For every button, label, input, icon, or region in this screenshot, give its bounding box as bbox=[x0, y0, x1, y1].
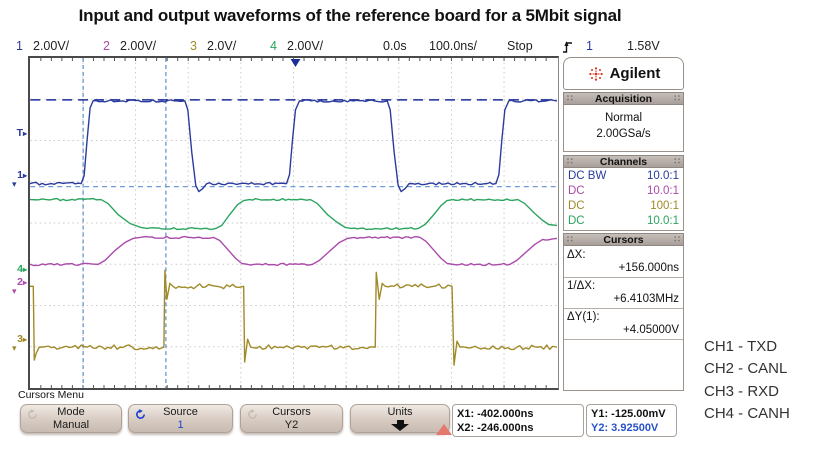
timebase-readout: 100.0ns/ bbox=[429, 39, 477, 53]
ch4-number: 4 bbox=[270, 39, 277, 53]
cursors-section-header[interactable]: ∷ Cursors ∷ bbox=[563, 233, 684, 246]
run-state: Stop bbox=[507, 39, 533, 53]
channel-marker-3: 3▸ bbox=[17, 333, 27, 345]
channel-row-2: DC 10.0:1 bbox=[564, 184, 683, 199]
waveform-display bbox=[28, 56, 559, 390]
ch3-scale: 2.0V/ bbox=[207, 39, 237, 53]
channel-marker-t: T▸ bbox=[16, 127, 27, 139]
acquisition-body: Normal 2.00GSa/s bbox=[563, 105, 684, 152]
ch1-coupling: DC BW bbox=[568, 170, 607, 182]
side-panel: Agilent ∷ Acquisition ∷ Normal 2.00GSa/s… bbox=[563, 57, 684, 391]
ground-arrow-icon: ▾ bbox=[12, 343, 17, 353]
grip-icon: ∷ bbox=[674, 93, 680, 103]
ch4-scale: 2.00V/ bbox=[287, 39, 324, 53]
channel-row-1: DC BW 10.0:1 bbox=[564, 169, 683, 184]
softkey-cursors[interactable]: Cursors Y2 bbox=[240, 404, 343, 433]
softkey-mode[interactable]: Mode Manual bbox=[20, 404, 122, 433]
cursors-body: ΔX: +156.000ns 1/ΔX: +6.4103MHz ΔY(1): +… bbox=[563, 246, 684, 391]
ground-arrow-icon: ▾ bbox=[12, 286, 17, 296]
x1-readout: X1: -402.000ns bbox=[457, 408, 534, 420]
ch3-number: 3 bbox=[190, 39, 197, 53]
sample-rate: 2.00GSa/s bbox=[596, 128, 651, 140]
brand-name: Agilent bbox=[609, 65, 661, 82]
softkey-label: Cursors bbox=[272, 406, 311, 418]
channel-marker-gutter: T▸ 1▸ ▾ 4▸ 2▸ ▾ 3▸ ▾ bbox=[2, 56, 27, 390]
ch2-coupling: DC bbox=[568, 185, 585, 197]
channels-body: DC BW 10.0:1 DC 10.0:1 DC 100:1 DC 10.0:… bbox=[563, 168, 684, 231]
channel-row-4: DC 10.0:1 bbox=[564, 214, 683, 229]
ch1-number: 1 bbox=[16, 39, 23, 53]
softkey-value: Y2 bbox=[284, 419, 299, 431]
cursors-title: Cursors bbox=[603, 233, 644, 246]
acquisition-mode: Normal bbox=[604, 112, 643, 124]
trigger-level: 1.58V bbox=[627, 39, 660, 53]
dx-value: +156.000ns bbox=[618, 262, 679, 274]
channel-row-3: DC 100:1 bbox=[564, 199, 683, 214]
menu-title: Cursors Menu bbox=[18, 389, 84, 401]
softkey-label: Source bbox=[163, 406, 198, 418]
x-cursor-readout: X1: -402.000ns X2: -246.000ns bbox=[452, 404, 584, 437]
grip-icon: ∷ bbox=[567, 156, 573, 166]
softkey-units[interactable]: Units bbox=[350, 404, 450, 433]
channel-marker-1: 1▸ bbox=[17, 169, 27, 181]
knob-icon bbox=[28, 409, 37, 419]
grip-icon: ∷ bbox=[567, 234, 573, 244]
legend-ch3: CH3 - RXD bbox=[704, 383, 780, 400]
warning-triangle-icon bbox=[436, 424, 452, 435]
x2-readout: X2: -246.000ns bbox=[457, 422, 534, 434]
dx-label: ΔX: bbox=[567, 249, 586, 261]
down-arrow-icon bbox=[391, 420, 409, 431]
dy-label: ΔY(1): bbox=[567, 311, 600, 323]
ch3-probe: 100:1 bbox=[650, 200, 679, 212]
page-title: Input and output waveforms of the refere… bbox=[78, 6, 622, 25]
invdx-value: +6.4103MHz bbox=[613, 293, 679, 305]
y1-readout: Y1: -125.00mV bbox=[591, 408, 666, 420]
ground-arrow-icon: ▾ bbox=[12, 179, 17, 189]
legend-ch4: CH4 - CANH bbox=[704, 405, 790, 422]
knob-icon bbox=[136, 409, 145, 419]
ch1-probe: 10.0:1 bbox=[647, 170, 679, 182]
channels-section-header[interactable]: ∷ Channels ∷ bbox=[563, 155, 684, 168]
softkey-label: Units bbox=[387, 406, 413, 418]
legend-ch1: CH1 - TXD bbox=[704, 338, 778, 355]
channels-title: Channels bbox=[599, 155, 648, 168]
ch2-number: 2 bbox=[103, 39, 110, 53]
grip-icon: ∷ bbox=[674, 156, 680, 166]
ch2-probe: 10.0:1 bbox=[647, 185, 679, 197]
channel-marker-2: 2▸ bbox=[17, 276, 27, 288]
waveform-plot bbox=[30, 58, 557, 388]
softkey-source[interactable]: Source 1 bbox=[128, 404, 233, 433]
delay-readout: 0.0s bbox=[383, 39, 407, 53]
acquisition-section-header[interactable]: ∷ Acquisition ∷ bbox=[563, 92, 684, 105]
channel-marker-4: 4▸ bbox=[17, 263, 27, 275]
trigger-edge-icon bbox=[563, 41, 572, 53]
softkey-value: Manual bbox=[52, 419, 90, 431]
grip-icon: ∷ bbox=[674, 234, 680, 244]
ch1-scale: 2.00V/ bbox=[33, 39, 70, 53]
knob-icon bbox=[248, 409, 257, 419]
ch3-coupling: DC bbox=[568, 200, 585, 212]
trigger-source: 1 bbox=[586, 39, 593, 53]
y-cursor-readout: Y1: -125.00mV Y2: 3.92500V bbox=[586, 404, 677, 437]
ch4-coupling: DC bbox=[568, 215, 585, 227]
legend-ch2: CH2 - CANL bbox=[704, 360, 788, 377]
invdx-label: 1/ΔX: bbox=[567, 280, 596, 292]
brand-box: Agilent bbox=[563, 57, 684, 90]
agilent-logo-icon bbox=[588, 66, 603, 81]
ch2-scale: 2.00V/ bbox=[120, 39, 157, 53]
softkey-value: 1 bbox=[177, 419, 184, 431]
y2-readout: Y2: 3.92500V bbox=[591, 422, 659, 434]
dy-value: +4.05000V bbox=[623, 324, 679, 336]
grip-icon: ∷ bbox=[567, 93, 573, 103]
ch4-probe: 10.0:1 bbox=[647, 215, 679, 227]
softkey-label: Mode bbox=[57, 406, 85, 418]
acquisition-title: Acquisition bbox=[594, 92, 653, 105]
